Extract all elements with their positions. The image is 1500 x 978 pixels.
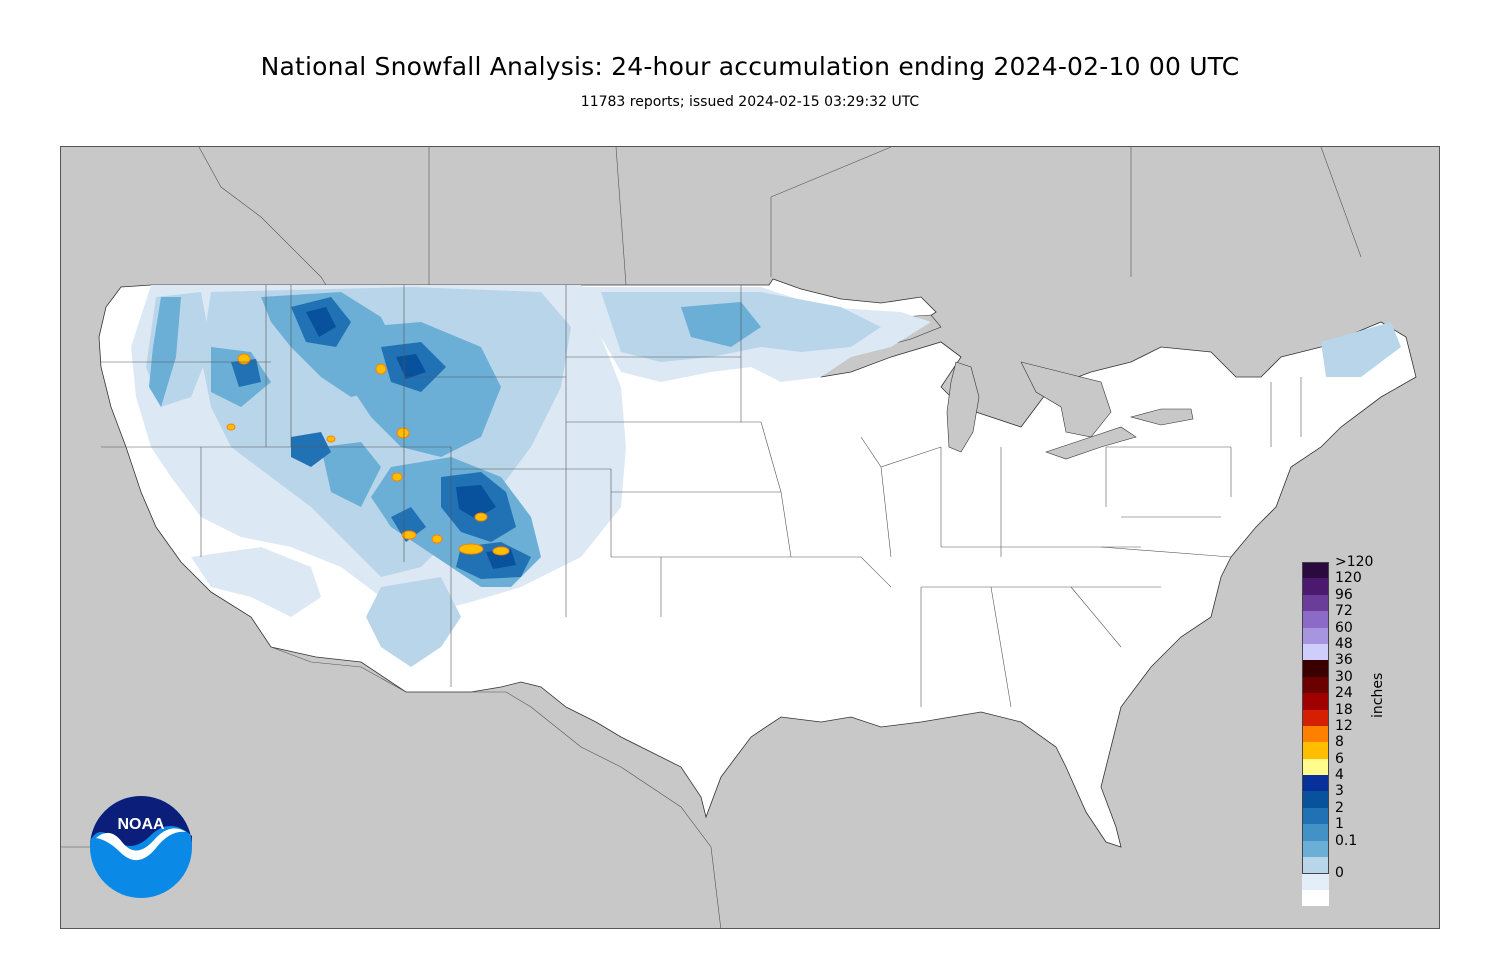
legend-label: 30 (1335, 668, 1353, 685)
legend-swatch (1302, 562, 1329, 579)
legend-label: 48 (1335, 635, 1353, 652)
legend-label: 8 (1335, 734, 1344, 751)
legend-label: 0 (1335, 865, 1344, 882)
legend-swatch (1302, 775, 1329, 792)
legend-row: 0 (1302, 865, 1412, 890)
legend-swatch (1302, 824, 1329, 841)
legend-label: 1 (1335, 816, 1344, 833)
noaa-logo-text: NOAA (117, 816, 165, 833)
legend-row: 2 (1302, 800, 1412, 825)
legend-row: 72 (1302, 603, 1412, 628)
snowfall-max (226, 353, 510, 556)
legend-swatch (1302, 857, 1329, 874)
legend-swatch (1302, 594, 1329, 612)
lake-erie (1045, 426, 1137, 460)
legend-row: 3 (1302, 783, 1412, 808)
legend-label: 0.1 (1335, 832, 1358, 849)
legend-row: 60 (1302, 620, 1412, 644)
legend-row: 1 (1302, 816, 1412, 841)
legend-row: 48 (1302, 636, 1412, 661)
legend-row: 30 (1302, 669, 1412, 694)
legend-swatch (1302, 889, 1329, 907)
legend-swatch (1302, 676, 1329, 694)
legend-row: 96 (1302, 587, 1412, 612)
legend-swatch (1302, 807, 1329, 825)
legend-swatch (1302, 791, 1329, 808)
legend-row: 120 (1302, 570, 1412, 595)
legend-swatch (1302, 873, 1329, 890)
legend-label: 36 (1335, 652, 1353, 669)
legend-swatch (1302, 758, 1329, 776)
snowfall-heavy (306, 307, 516, 569)
legend-label: 2 (1335, 799, 1344, 816)
map-subtitle: 11783 reports; issued 2024-02-15 03:29:3… (580, 94, 920, 110)
legend-row: 18 (1302, 702, 1412, 726)
legend-row: >120 (1302, 554, 1412, 579)
lake-ontario (1129, 408, 1194, 426)
legend-swatch (1302, 611, 1329, 628)
legend-swatch (1302, 725, 1329, 743)
legend-row: 36 (1302, 652, 1412, 677)
legend-label: 120 (1335, 570, 1362, 587)
legend-row: 24 (1302, 685, 1412, 710)
legend-row: 12 (1302, 718, 1412, 743)
legend-swatch (1302, 578, 1329, 595)
legend-units-label: inches (1370, 672, 1386, 718)
legend-swatch (1302, 660, 1329, 677)
legend-swatch (1302, 709, 1329, 726)
map-title: National Snowfall Analysis: 24-hour accu… (260, 52, 1240, 81)
legend-label: 18 (1335, 701, 1353, 718)
snowfall-map[interactable] (60, 146, 1440, 929)
legend-label: 6 (1335, 750, 1344, 767)
legend-swatch (1302, 742, 1329, 759)
legend-row (1302, 857, 1412, 874)
legend-row: 4 (1302, 767, 1412, 792)
legend-label: 60 (1335, 619, 1353, 636)
legend-label: >120 (1335, 554, 1374, 570)
noaa-logo: NOAA (90, 796, 192, 898)
legend-label: 24 (1335, 685, 1353, 702)
legend-label: 72 (1335, 603, 1353, 620)
lake-michigan (946, 361, 980, 453)
legend-swatch (1302, 693, 1329, 710)
legend-label: 12 (1335, 717, 1353, 734)
state-borders (61, 285, 1302, 848)
legend-label: 96 (1335, 586, 1353, 603)
legend-swatch (1302, 840, 1329, 858)
map-canvas (61, 147, 1417, 928)
legend-swatch (1302, 627, 1329, 644)
snowfall-legend: >120 120 96 72 60 48 36 30 24 18 12 8 6 4 3 2 1 0.1 0 (1302, 554, 1412, 907)
legend-row: 8 (1302, 734, 1412, 759)
legend-label: 3 (1335, 783, 1344, 800)
mexico-border (270, 646, 722, 928)
legend-label: 4 (1335, 767, 1344, 784)
legend-swatch (1302, 643, 1329, 661)
canada-border (198, 147, 1362, 286)
legend-row (1302, 889, 1412, 907)
legend-row: 6 (1302, 751, 1412, 776)
legend-row: 0.1 (1302, 833, 1412, 858)
